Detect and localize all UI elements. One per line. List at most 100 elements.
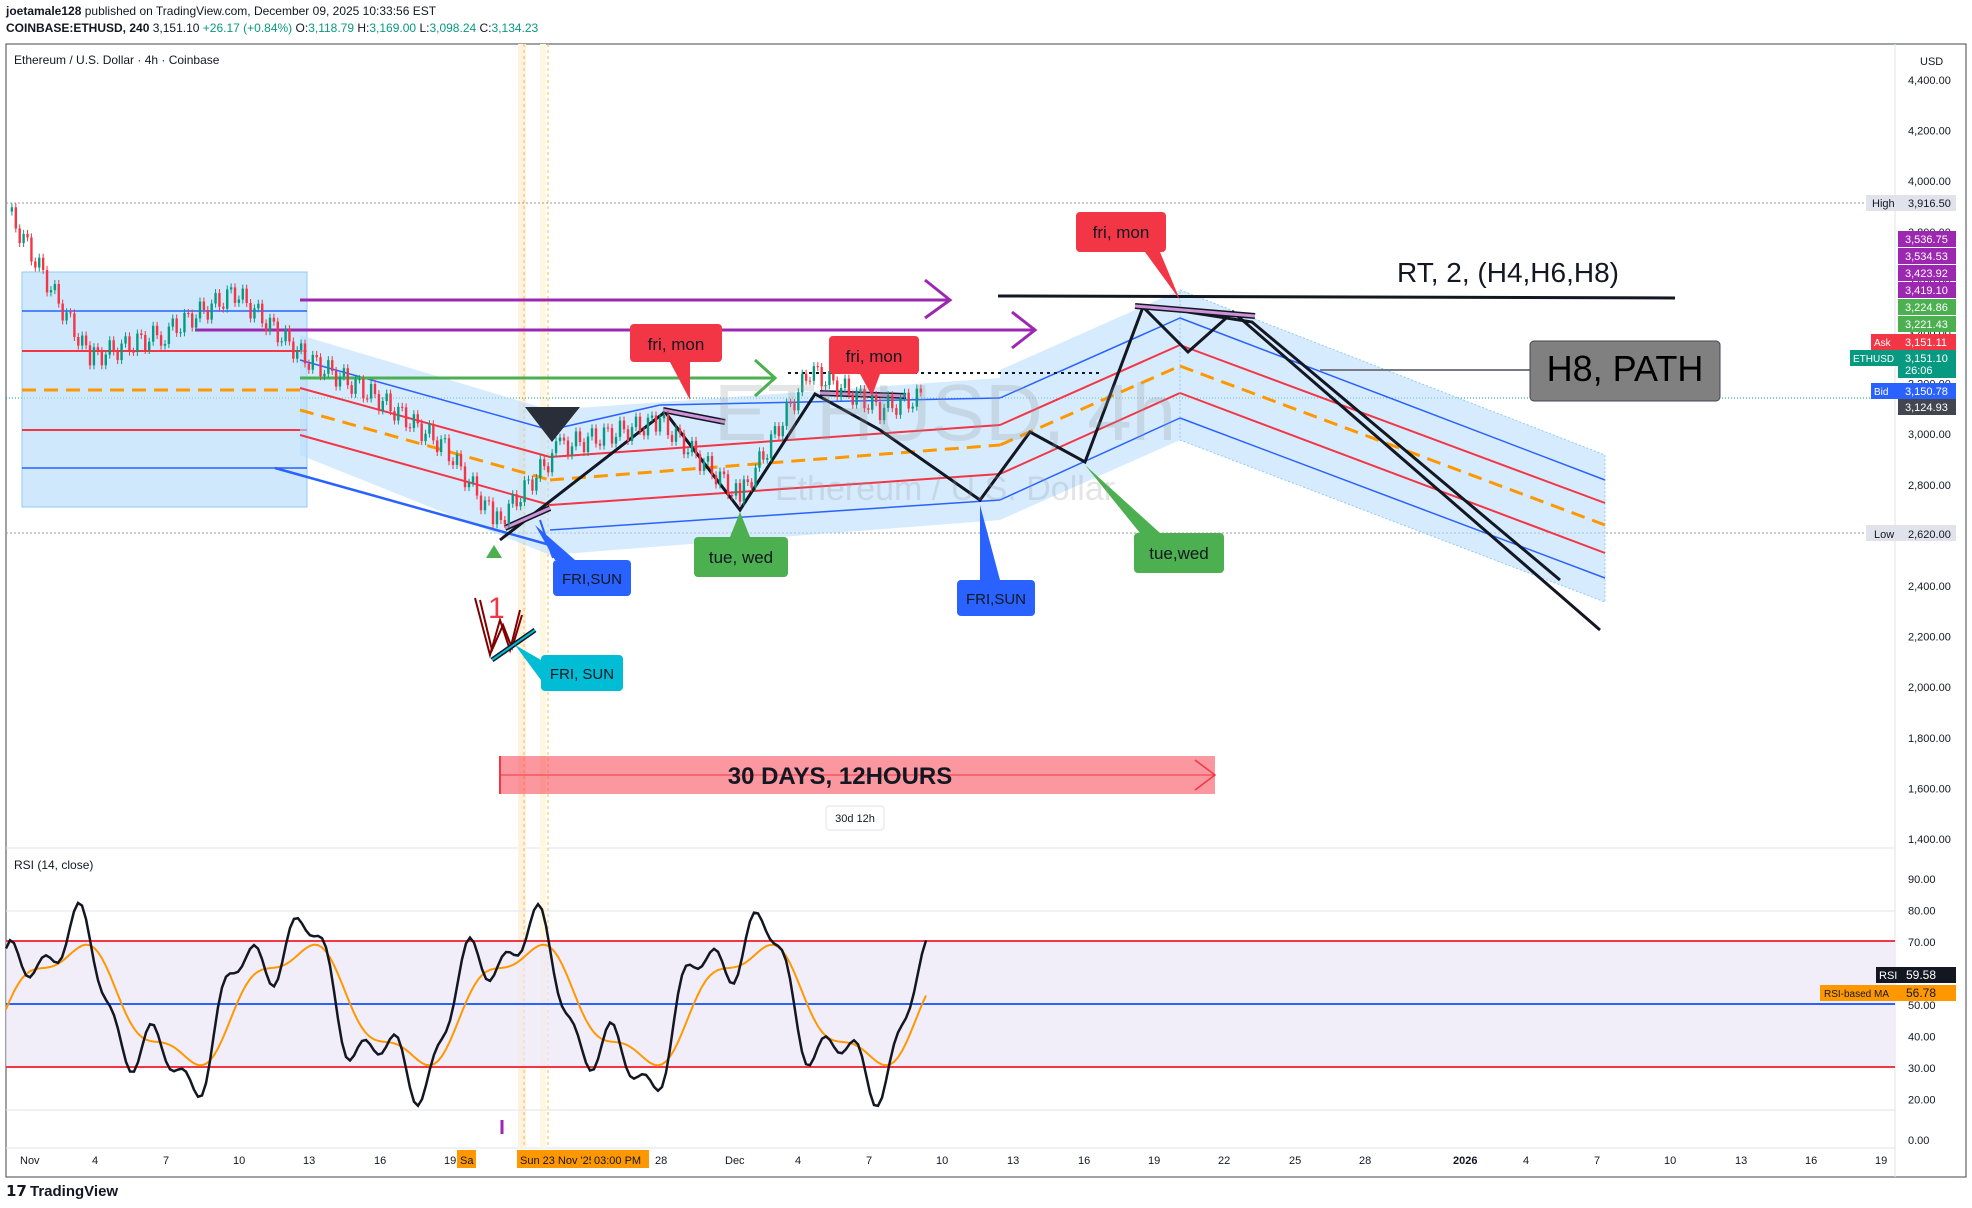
time-tick-label: 22 bbox=[1218, 1155, 1230, 1167]
candle-body bbox=[495, 511, 499, 525]
candle-body bbox=[447, 438, 451, 462]
candle-body bbox=[614, 436, 618, 444]
candle-body bbox=[820, 367, 823, 387]
rsi-tag-value: 59.58 bbox=[1906, 968, 1936, 982]
candle-body bbox=[785, 402, 788, 426]
wave-number: 1 bbox=[488, 592, 505, 625]
rsi-tick-label: 70.00 bbox=[1908, 937, 1936, 949]
candle-body bbox=[104, 354, 107, 366]
candle-body bbox=[22, 233, 25, 244]
price-tag-prefix-bg bbox=[1850, 350, 1898, 366]
time-tick-label: 7 bbox=[163, 1155, 169, 1167]
candle-body bbox=[299, 343, 303, 351]
time-tick-label: 25 bbox=[1289, 1155, 1301, 1167]
time-tick-label: 4 bbox=[795, 1155, 801, 1167]
candle-body bbox=[586, 436, 590, 453]
low-tag-bg bbox=[1866, 525, 1956, 541]
candle-body bbox=[562, 437, 566, 441]
candle-body bbox=[801, 373, 804, 393]
candle-body bbox=[479, 495, 483, 511]
candle-body bbox=[907, 392, 910, 409]
candle-body bbox=[459, 454, 463, 467]
candle-body bbox=[690, 440, 694, 453]
tradingview-logo-text: TradingView bbox=[30, 1183, 118, 1200]
candle-body bbox=[206, 310, 209, 320]
candle-body bbox=[303, 343, 307, 364]
candle-body bbox=[750, 482, 753, 488]
candle-body bbox=[41, 257, 45, 270]
candle-body bbox=[808, 380, 812, 382]
callout-tue-wed-2: tue,wed bbox=[1085, 465, 1224, 573]
time-tick-label: 7 bbox=[866, 1155, 872, 1167]
svg-text:tue, wed: tue, wed bbox=[709, 548, 773, 567]
candle-body bbox=[710, 456, 714, 476]
candle-body bbox=[53, 284, 57, 291]
time-tick-label: 19 bbox=[444, 1155, 456, 1167]
candle-body bbox=[487, 500, 491, 502]
low-value: 3,098.24 bbox=[429, 21, 477, 35]
candle-body bbox=[722, 471, 726, 475]
candle-body bbox=[662, 414, 666, 419]
callout-fri-mon-2: fri, mon bbox=[829, 336, 919, 396]
candle-body bbox=[210, 303, 213, 320]
candle-body bbox=[18, 228, 21, 244]
candle-body bbox=[558, 437, 562, 442]
candle-body bbox=[92, 347, 96, 366]
candle-body bbox=[789, 402, 792, 404]
price-tag-bg bbox=[1898, 231, 1956, 247]
candle-body bbox=[30, 237, 33, 262]
fut-mid bbox=[1179, 364, 1606, 527]
candle-body bbox=[590, 428, 594, 437]
high-tag-bg bbox=[1866, 195, 1956, 211]
candle-body bbox=[878, 402, 882, 421]
candle-body bbox=[276, 321, 279, 343]
candle-body bbox=[69, 312, 72, 314]
rsi-axis[interactable]: 90.0080.0070.0060.0050.0040.0030.0020.00… bbox=[1908, 874, 1936, 1147]
symbol-label[interactable]: COINBASE:ETHUSD, 240 bbox=[6, 21, 150, 35]
candle-body bbox=[80, 335, 84, 346]
candle-body bbox=[594, 428, 598, 444]
candle-body bbox=[738, 483, 742, 502]
time-tick-label: 16 bbox=[1805, 1155, 1817, 1167]
price-axis[interactable]: 4,400.004,200.004,000.003,800.003,600.00… bbox=[1908, 75, 1951, 846]
price-tag-bg bbox=[1898, 399, 1956, 415]
svg-text:tue,wed: tue,wed bbox=[1149, 544, 1209, 563]
tradingview-logo[interactable]: 𝟭𝟳 TradingView bbox=[6, 1183, 118, 1200]
down-triangle-marker bbox=[525, 407, 580, 442]
rt-label: RT, 2, (H4,H6,H8) bbox=[1397, 257, 1619, 288]
price-tag-countdown: 26:06 bbox=[1905, 365, 1933, 377]
candle-body bbox=[73, 313, 76, 338]
candle-body bbox=[187, 312, 190, 314]
price-tick-label: 2,400.00 bbox=[1908, 581, 1951, 593]
price-tag-bg bbox=[1898, 350, 1956, 378]
callout-fri-sun-3: FRI, SUN bbox=[515, 645, 623, 691]
high-label: H: bbox=[357, 21, 370, 35]
rsi-line bbox=[4, 901, 928, 1108]
desc-red-bot bbox=[299, 434, 551, 506]
price-tag-value: 3,534.53 bbox=[1905, 251, 1948, 263]
time-tick-label: 03:00 PM bbox=[594, 1155, 641, 1167]
candle-body bbox=[746, 479, 749, 483]
candle-body bbox=[171, 318, 174, 327]
watermark-symbol: ETHUSD, 4h bbox=[714, 368, 1176, 457]
candle-body bbox=[515, 494, 518, 507]
currency-label: USD bbox=[1920, 56, 1943, 68]
projection-path-2 bbox=[1187, 310, 1561, 582]
time-tick-label: 13 bbox=[1007, 1155, 1019, 1167]
publisher-name[interactable]: joetamale128 bbox=[6, 4, 82, 18]
candle-body bbox=[412, 414, 416, 428]
price-tag-prefix: ETHUSD bbox=[1853, 354, 1894, 365]
candle-body bbox=[439, 439, 443, 453]
candle-body bbox=[836, 380, 839, 397]
candle-body bbox=[226, 289, 229, 309]
flat-channel bbox=[550, 378, 1000, 555]
candle-body bbox=[144, 334, 147, 351]
callout-fri-mon-1: fri, mon bbox=[630, 324, 722, 400]
candle-body bbox=[546, 466, 550, 473]
price-tag-value: 3,536.75 bbox=[1905, 234, 1948, 246]
close-value: 3,134.23 bbox=[491, 21, 539, 35]
time-axis[interactable]: Nov 4 7 10 13 16 19 Sa Sun 23 Nov '25 03:00 PM 28 D… bbox=[20, 1150, 1887, 1168]
candle-body bbox=[475, 476, 479, 496]
candle-body bbox=[261, 303, 264, 324]
candle-body bbox=[245, 288, 248, 304]
